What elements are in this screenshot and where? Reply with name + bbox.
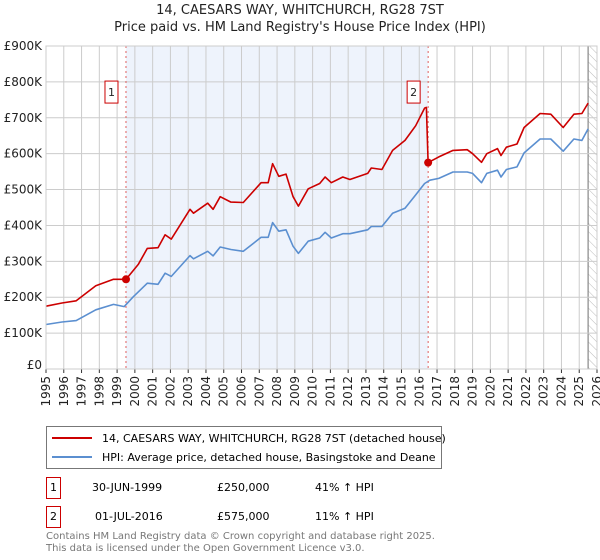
sale-badge: 2 bbox=[46, 506, 61, 528]
x-tick-label: 2025 bbox=[572, 376, 586, 407]
y-tick-label: £100K bbox=[4, 326, 44, 340]
plot-frame bbox=[45, 45, 598, 370]
chart-title: 14, CAESARS WAY, WHITCHURCH, RG28 7ST bbox=[156, 3, 444, 18]
x-tick-label: 2006 bbox=[235, 376, 249, 407]
sale-label: 1 bbox=[108, 86, 115, 99]
x-tick-label: 2009 bbox=[288, 376, 302, 407]
x-tick-label: 2021 bbox=[501, 376, 515, 407]
x-tick-label: 2013 bbox=[359, 376, 373, 407]
y-tick-label: £800K bbox=[4, 75, 44, 89]
y-tick-label: £900K bbox=[4, 39, 44, 53]
x-tick-label: 2012 bbox=[341, 376, 355, 407]
x-tick-label: 2010 bbox=[306, 376, 320, 407]
x-tick-label: 2002 bbox=[163, 376, 177, 407]
legend-label: 14, CAESARS WAY, WHITCHURCH, RG28 7ST (d… bbox=[102, 431, 446, 445]
footer: Contains HM Land Registry data © Crown c… bbox=[46, 531, 435, 555]
sale-point bbox=[121, 275, 130, 284]
sale-badge: 1 bbox=[46, 477, 61, 499]
x-tick-label: 1997 bbox=[75, 376, 89, 407]
legend-item-property: 14, CAESARS WAY, WHITCHURCH, RG28 7ST (d… bbox=[52, 429, 446, 447]
y-tick-label: £200K bbox=[4, 290, 44, 304]
legend-label: HPI: Average price, detached house, Basi… bbox=[102, 450, 436, 464]
sale-point bbox=[424, 158, 433, 167]
y-tick-label: £500K bbox=[4, 183, 44, 197]
x-tick-label: 2026 bbox=[590, 376, 600, 407]
sale-hpi-diff: 11% ↑ HPI bbox=[315, 510, 374, 523]
x-tick-label: 2007 bbox=[252, 376, 266, 407]
x-tick-label: 2008 bbox=[270, 376, 284, 407]
footer-licence: This data is licensed under the Open Gov… bbox=[46, 543, 365, 554]
legend: 14, CAESARS WAY, WHITCHURCH, RG28 7ST (d… bbox=[46, 426, 446, 469]
price-paid-line bbox=[45, 102, 589, 307]
x-tick-label: 2015 bbox=[394, 376, 408, 407]
y-tick-label: £0 bbox=[27, 358, 42, 372]
forecast-hatch bbox=[588, 46, 597, 369]
legend-item-hpi: HPI: Average price, detached house, Basi… bbox=[52, 448, 436, 466]
x-tick-label: 1996 bbox=[57, 376, 71, 407]
x-tick-label: 2018 bbox=[448, 376, 462, 407]
x-tick-label: 2024 bbox=[554, 376, 568, 407]
y-tick-label: £400K bbox=[4, 218, 44, 232]
x-tick-label: 2004 bbox=[199, 376, 213, 407]
sale-label-box bbox=[104, 80, 119, 104]
x-tick-label: 1998 bbox=[92, 376, 106, 407]
x-tick-label: 2014 bbox=[377, 376, 391, 407]
y-tick-label: £700K bbox=[4, 111, 44, 125]
x-tick-label: 2016 bbox=[412, 376, 426, 407]
x-tick-label: 2017 bbox=[430, 376, 444, 407]
hpi-line bbox=[45, 128, 589, 326]
y-tick-label: £300K bbox=[4, 254, 44, 268]
footer-copyright: Contains HM Land Registry data © Crown c… bbox=[46, 531, 435, 542]
x-tick-label: 2022 bbox=[519, 376, 533, 407]
chart-subtitle: Price paid vs. HM Land Registry's House … bbox=[114, 20, 486, 35]
x-tick-label: 1995 bbox=[39, 376, 53, 407]
y-tick-label: £600K bbox=[4, 147, 44, 161]
sale-date: 30-JUN-1999 bbox=[92, 481, 163, 494]
legend-swatch-blue bbox=[52, 456, 92, 458]
x-tick-label: 2005 bbox=[217, 376, 231, 407]
x-tick-label: 1999 bbox=[110, 376, 124, 407]
sale-label-box bbox=[406, 80, 421, 104]
x-tick-label: 2000 bbox=[128, 376, 142, 407]
sale-price: £250,000 bbox=[217, 481, 270, 494]
sale-price: £575,000 bbox=[217, 510, 270, 523]
x-tick-label: 2001 bbox=[146, 376, 160, 407]
sale-label: 2 bbox=[410, 86, 417, 99]
sale-date: 01-JUL-2016 bbox=[95, 510, 163, 523]
legend-swatch-red bbox=[52, 437, 92, 439]
x-tick-label: 2023 bbox=[537, 376, 551, 407]
x-tick-label: 2003 bbox=[181, 376, 195, 407]
x-tick-label: 2020 bbox=[483, 376, 497, 407]
price-chart: 1995 1996 1997 1998 1999 2000 2001 2002 2003 2004… bbox=[4, 39, 600, 407]
x-tick-label: 2019 bbox=[466, 376, 480, 407]
x-tick-label: 2011 bbox=[323, 376, 337, 407]
sale-hpi-diff: 41% ↑ HPI bbox=[315, 481, 374, 494]
